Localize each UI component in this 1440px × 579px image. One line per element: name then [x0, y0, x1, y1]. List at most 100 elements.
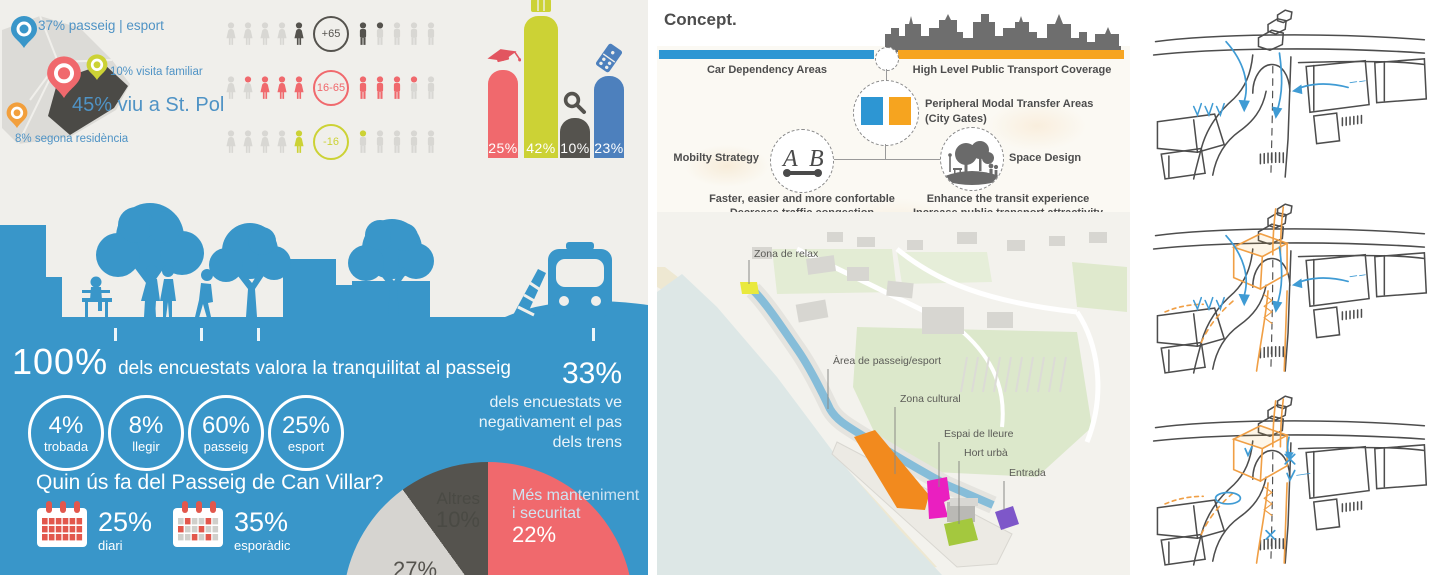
pie-label-manteniment-2: i securitat: [512, 505, 581, 522]
bottle-percent: 23%: [594, 140, 624, 156]
zone-lleure: [927, 477, 950, 519]
plan-label-lleure: Espai de lleure: [944, 428, 1014, 440]
stat-100-percent: 100%: [12, 341, 109, 382]
scale-tick: [114, 328, 117, 341]
domino-icon: [595, 43, 623, 73]
person-icon: [390, 17, 404, 51]
bottle-bar: 25%: [487, 45, 521, 158]
person-icon: [241, 71, 255, 105]
calendar-icon: [173, 501, 223, 547]
person-icon: [241, 125, 255, 159]
promenade-section: 100% dels encuestats valora la tranquili…: [0, 195, 648, 575]
person-icon: [224, 71, 238, 105]
pie-label-altres: Altres: [436, 489, 480, 508]
person-icon: [390, 125, 404, 159]
person-icon: [424, 17, 438, 51]
road: [895, 247, 1078, 315]
tree-icon: [348, 219, 434, 317]
bottle-percent: 10%: [560, 140, 590, 156]
usage-circle-esport: 25% esport: [268, 395, 344, 471]
pie-label-altres-pct: 10%: [435, 507, 480, 532]
mobility-label: Mobilty Strategy: [673, 152, 759, 164]
pie-label-manteniment-1: Més manteniment: [512, 487, 640, 504]
road: [1074, 310, 1101, 443]
sketch-linework: [1152, 9, 1428, 180]
road: [955, 325, 1005, 428]
usage-circle-trobada: 4% trobada: [28, 395, 104, 471]
mobility-circle: A B: [770, 129, 834, 193]
usage-circles: 4% trobada 8% llegir 60% passeig 25% esport: [28, 395, 344, 471]
person-icon: [373, 125, 387, 159]
masterplan-map: Zona de relax Àrea de passeig/esport Zon…: [657, 212, 1130, 575]
pin-blue-icon: [11, 16, 37, 48]
svg-text:A: A: [781, 146, 798, 172]
person-icon: [258, 125, 272, 159]
person-icon: [407, 125, 421, 159]
person-icon: [292, 17, 306, 51]
transit-coverage-bar: [898, 50, 1124, 59]
tree-icon: [96, 203, 204, 317]
transit-coverage-label: High Level Public Transport Coverage: [912, 64, 1112, 76]
question-title: Quin ús fa del Passeig de Can Villar?: [36, 471, 384, 494]
hand-drawn-sketch: [1152, 9, 1428, 180]
jogger-icon: [195, 269, 213, 318]
person-icon: [356, 17, 370, 51]
person-icon: [373, 17, 387, 51]
car-dependency-label: Car Dependency Areas: [706, 64, 828, 76]
space-design-circle: [940, 127, 1004, 191]
stat-33-line: dels encuestats ve: [489, 393, 622, 411]
person-icon: [407, 71, 421, 105]
sketch-proposal-b: [1146, 390, 1432, 574]
map-stat-visita: 10% visita familiar: [110, 66, 203, 78]
sketch-orange-layer: [1164, 398, 1290, 564]
pin-red-icon: [47, 56, 81, 98]
benefit-left-line1: Faster, easier and more confortable: [709, 193, 895, 205]
calendar-icon: [37, 501, 87, 547]
age-badge: +65: [313, 16, 349, 52]
plan-label-cultural: Zona cultural: [900, 393, 961, 405]
sketch-linework: [1152, 203, 1428, 374]
orange-square: [889, 97, 911, 125]
bottle-bar: 42%: [524, 0, 558, 158]
pie-label-27: 27%: [393, 557, 438, 575]
sketch-blue-arrows: [1192, 234, 1366, 313]
buildings-group: [752, 232, 1107, 334]
blue-square: [861, 97, 883, 125]
age-row-16-65: 16-65: [224, 66, 438, 110]
city-buildings-icon: [0, 225, 62, 325]
pin-orange-icon: [6, 102, 28, 128]
svg-text:B: B: [809, 146, 824, 172]
male-icons-group: [356, 71, 438, 105]
bottle-cap-icon: [531, 0, 551, 12]
age-row-65plus: +65: [224, 12, 438, 56]
map-stat-passeig: 37% passeig | esport: [38, 18, 164, 33]
sketch-blue-arrows: [1192, 40, 1366, 119]
bottle-percent: 42%: [526, 140, 556, 156]
sketch-orange-layer: [1164, 206, 1290, 372]
person-icon: [224, 125, 238, 159]
transfer-label-1: Peripheral Modal Transfer Areas: [925, 98, 1094, 110]
map-stat-viu: 45% viu a St. Pol: [72, 94, 225, 116]
plan-building-roof: [950, 498, 978, 506]
person-icon: [258, 17, 272, 51]
bottle-bar-chart: 25% 42% 10% 23%: [482, 0, 634, 160]
connector-line: [885, 144, 886, 159]
frequency-daily: 25% diari: [36, 501, 152, 552]
train-icon: [512, 242, 612, 317]
space-design-label: Space Design: [1009, 152, 1082, 164]
stat-33: 33% dels encuestats ve negativament el p…: [479, 355, 622, 453]
connector-line: [886, 69, 887, 80]
bench-icon: [82, 276, 112, 317]
sketch-existing-situation: [1146, 4, 1432, 188]
female-icons-group: [224, 125, 306, 159]
map-stat-segona: 8% segona residència: [15, 133, 129, 145]
junction-circle: [875, 47, 899, 71]
plan-building: [947, 502, 975, 522]
female-icons-group: [224, 17, 306, 51]
person-icon: [390, 71, 404, 105]
pie-label-manteniment-pct: 22%: [512, 522, 557, 547]
age-pictogram: +65 16-65 -16: [224, 10, 438, 162]
plan-label-entrada: Entrada: [1009, 467, 1046, 479]
person-icon: [424, 71, 438, 105]
graduation-cap-icon: [487, 49, 521, 63]
